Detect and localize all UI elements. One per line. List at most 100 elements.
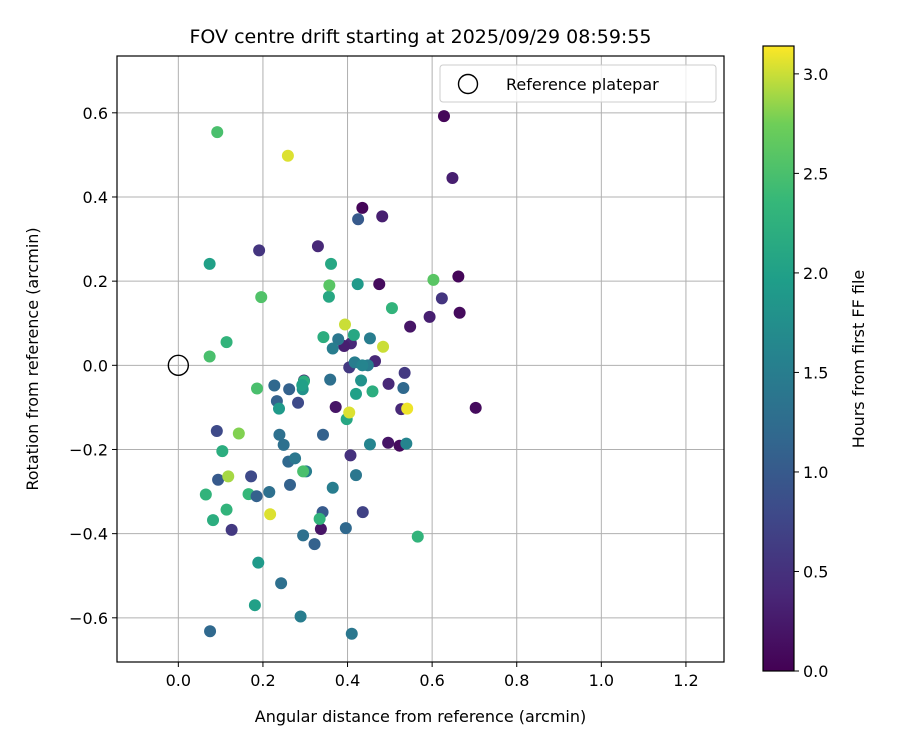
reference-marker-layer	[167, 354, 190, 377]
x-tick-label: 0.0	[166, 671, 191, 690]
data-point	[225, 523, 238, 536]
x-tick-label: 0.6	[419, 671, 444, 690]
data-point	[308, 538, 321, 551]
data-point	[437, 110, 450, 123]
y-tick-label: 0.4	[83, 188, 108, 207]
legend-reference-marker	[457, 73, 479, 95]
colorbar-ticks: 0.0 0.5 1.0 1.5 2.0 2.5 3.0	[794, 65, 828, 681]
data-point	[251, 382, 264, 395]
data-point	[311, 240, 324, 253]
plot-frame	[116, 55, 725, 663]
data-point	[252, 556, 265, 569]
data-point	[273, 402, 286, 415]
data-point	[281, 149, 294, 162]
legend-box	[439, 64, 717, 103]
y-tick-label: −0.6	[69, 609, 108, 628]
data-point	[248, 599, 261, 612]
data-point	[349, 469, 362, 482]
colorbar-tick-label: 3.0	[803, 65, 828, 84]
data-point	[423, 310, 436, 323]
data-point	[203, 350, 216, 363]
data-point	[366, 385, 379, 398]
data-point	[347, 329, 360, 342]
data-point	[255, 291, 268, 304]
data-point	[253, 244, 266, 257]
data-point	[314, 523, 327, 536]
data-point	[373, 278, 386, 291]
reference-platepar-marker	[167, 354, 190, 377]
x-tick-label: 0.2	[250, 671, 275, 690]
data-point	[363, 332, 376, 345]
data-point	[294, 610, 307, 623]
data-point	[343, 406, 356, 419]
data-point	[355, 374, 368, 387]
grid	[117, 56, 724, 662]
data-point	[351, 278, 364, 291]
data-point	[263, 485, 276, 498]
data-point	[264, 508, 277, 521]
data-point	[435, 292, 448, 305]
data-point	[212, 473, 225, 486]
data-point	[404, 320, 417, 333]
data-point	[345, 627, 358, 640]
data-point	[292, 396, 305, 409]
data-point	[297, 465, 310, 478]
colorbar-gradient	[763, 46, 794, 671]
data-point	[352, 213, 365, 226]
data-point	[400, 437, 413, 450]
data-point	[203, 257, 216, 270]
data-point	[411, 530, 424, 543]
data-point	[326, 481, 339, 494]
chart-title: FOV centre drift starting at 2025/09/29 …	[189, 26, 651, 48]
data-point	[453, 306, 466, 319]
data-point	[397, 382, 410, 395]
data-point	[469, 401, 482, 414]
data-point	[245, 470, 258, 483]
data-point	[339, 522, 352, 535]
colorbar-tick-label: 0.0	[803, 662, 828, 681]
colorbar-tick-label: 1.5	[803, 363, 828, 382]
x-tick-label: 0.8	[504, 671, 529, 690]
data-point	[220, 336, 233, 349]
data-point	[385, 302, 398, 315]
data-point	[398, 366, 411, 379]
colorbar: 0.0 0.5 1.0 1.5 2.0 2.5 3.0 Hours from first F…	[762, 45, 868, 681]
colorbar-frame	[762, 45, 795, 672]
x-tick-label: 0.4	[335, 671, 360, 690]
data-point	[316, 428, 329, 441]
y-tick-label: 0.6	[83, 104, 108, 123]
data-point	[297, 529, 310, 542]
data-point	[382, 436, 395, 449]
data-point	[356, 201, 369, 214]
data-point	[222, 470, 235, 483]
x-axis-ticks: 0.0 0.2 0.4 0.6 0.8 1.0 1.2	[166, 662, 699, 690]
data-point	[211, 126, 224, 139]
data-point	[356, 506, 369, 519]
data-point	[338, 318, 351, 331]
data-point	[284, 478, 297, 491]
data-point	[326, 342, 339, 355]
y-tick-label: −0.2	[69, 440, 108, 459]
colorbar-tick-label: 2.0	[803, 264, 828, 283]
data-point	[452, 270, 465, 283]
x-tick-label: 1.2	[673, 671, 698, 690]
data-point	[313, 512, 326, 525]
legend: Reference platepar	[439, 64, 717, 103]
data-point	[446, 172, 459, 185]
colorbar-tick-label: 0.5	[803, 562, 828, 581]
data-point	[322, 290, 335, 303]
colorbar-tick-label: 1.0	[803, 463, 828, 482]
data-point	[329, 400, 342, 413]
data-point	[268, 379, 281, 392]
data-point	[349, 387, 362, 400]
data-point	[204, 625, 217, 638]
data-point	[250, 490, 263, 503]
colorbar-tick-label: 2.5	[803, 164, 828, 183]
data-point	[207, 514, 220, 527]
data-point	[382, 377, 395, 390]
data-point	[216, 445, 229, 458]
data-point	[275, 577, 288, 590]
data-point	[232, 427, 245, 440]
